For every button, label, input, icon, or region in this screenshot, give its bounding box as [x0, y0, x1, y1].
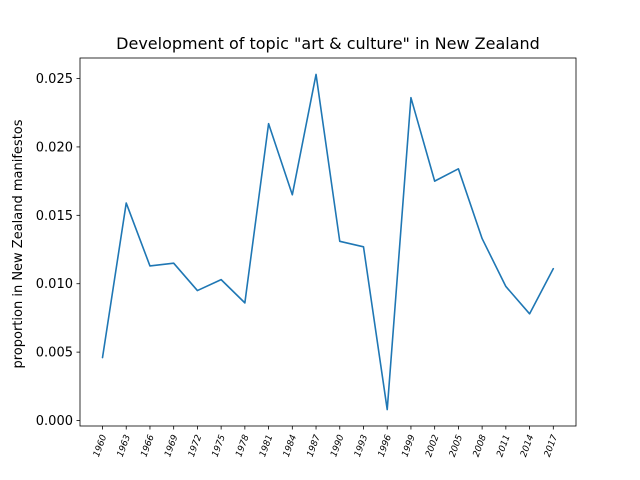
- y-tick-label: 0.010: [36, 277, 73, 292]
- y-tick-label: 0.025: [36, 72, 73, 87]
- series-line: [101, 73, 555, 411]
- y-axis-label: proportion in New Zealand manifestos: [11, 119, 26, 368]
- y-tick-label: 0.020: [36, 140, 73, 155]
- y-tick-label: 0.005: [36, 346, 73, 361]
- y-tick-label: 0.000: [36, 414, 73, 429]
- y-tick-label: 0.015: [36, 209, 73, 224]
- plot-frame: [79, 57, 577, 427]
- chart-title: Development of topic "art & culture" in …: [116, 34, 540, 53]
